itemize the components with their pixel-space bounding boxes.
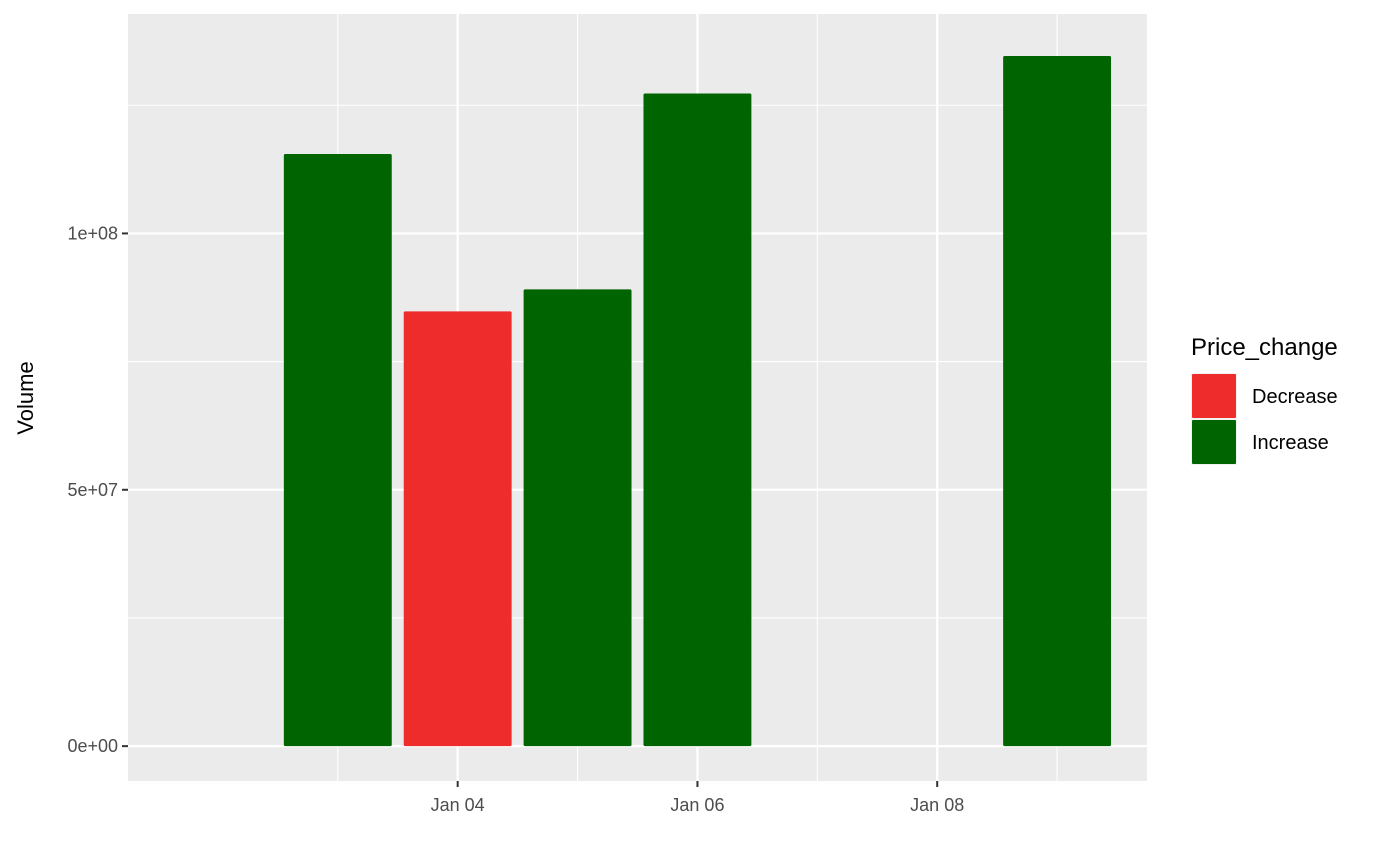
- y-axis: 0e+00 5e+07 1e+08: [67, 223, 128, 756]
- bar-increase: [643, 93, 752, 747]
- legend: Price_change Decrease Increase: [1191, 334, 1338, 465]
- legend-title: Price_change: [1191, 334, 1338, 361]
- y-tick-label: 0e+00: [67, 736, 118, 756]
- legend-swatch-increase: [1192, 420, 1236, 464]
- x-tick-label: Jan 04: [431, 795, 485, 815]
- bar-increase: [1003, 56, 1112, 747]
- bar-increase: [523, 289, 632, 747]
- bars-layer: [283, 56, 1112, 747]
- y-tick-label: 1e+08: [67, 223, 118, 243]
- y-axis-title: Volume: [13, 361, 38, 434]
- bar-increase: [283, 153, 392, 747]
- x-axis: Jan 04 Jan 06 Jan 08: [431, 781, 964, 815]
- legend-label-decrease: Decrease: [1252, 386, 1338, 408]
- legend-swatch-decrease: [1192, 374, 1236, 418]
- panel-background: [128, 14, 1147, 781]
- legend-label-increase: Increase: [1252, 432, 1329, 454]
- x-tick-label: Jan 08: [910, 795, 964, 815]
- bar-decrease: [403, 311, 512, 747]
- x-tick-label: Jan 06: [670, 795, 724, 815]
- y-tick-label: 5e+07: [67, 480, 118, 500]
